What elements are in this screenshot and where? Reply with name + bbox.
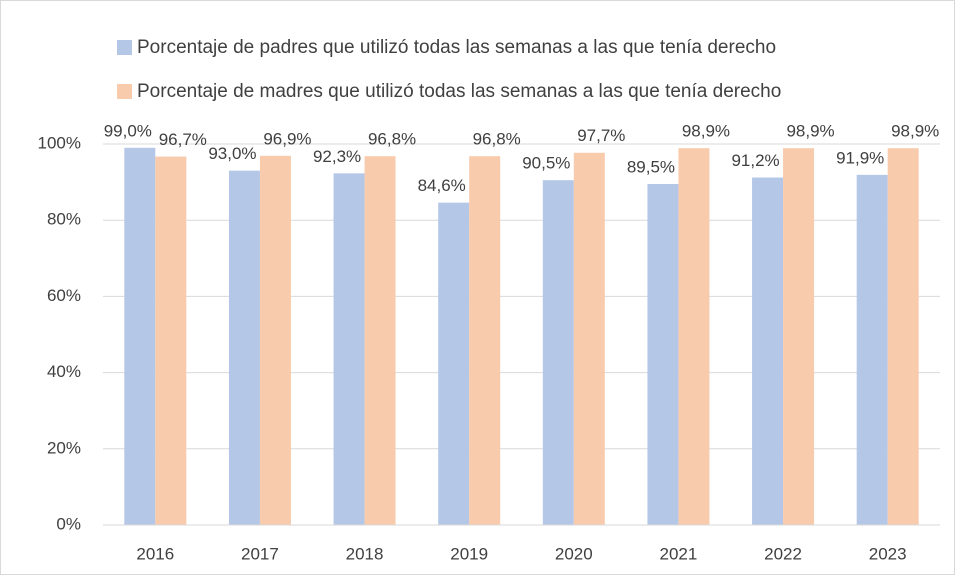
- y-tick-label: 20%: [47, 438, 81, 457]
- legend-label: Porcentaje de padres que utilizó todas l…: [137, 37, 776, 58]
- x-tick-label: 2017: [241, 544, 279, 563]
- value-label: 96,7%: [159, 130, 207, 149]
- value-label: 91,9%: [836, 148, 884, 167]
- y-tick-label: 60%: [47, 286, 81, 305]
- x-tick-label: 2020: [555, 544, 593, 563]
- x-tick-label: 2021: [660, 544, 698, 563]
- bar: [155, 156, 187, 525]
- value-label: 98,9%: [891, 122, 939, 141]
- value-label: 93,0%: [208, 144, 256, 163]
- bar: [887, 148, 919, 526]
- y-tick-label: 40%: [47, 362, 81, 381]
- bar: [542, 180, 574, 525]
- y-tick-label: 100%: [38, 133, 81, 152]
- bar: [647, 184, 679, 525]
- value-label: 84,6%: [418, 176, 466, 195]
- bar: [856, 174, 888, 525]
- value-label: 92,3%: [313, 147, 361, 166]
- bar: [438, 202, 470, 525]
- bar: [752, 177, 784, 525]
- value-label: 96,8%: [473, 130, 521, 149]
- value-label: 96,8%: [368, 130, 416, 149]
- value-label: 97,7%: [577, 126, 625, 145]
- x-tick-label: 2022: [764, 544, 802, 563]
- bar: [228, 170, 260, 526]
- legend-swatch: [117, 40, 132, 55]
- y-tick-label: 80%: [47, 210, 81, 229]
- bar: [333, 173, 365, 525]
- value-label: 90,5%: [522, 154, 570, 173]
- y-tick-label: 0%: [56, 514, 81, 533]
- legend-label: Porcentaje de madres que utilizó todas l…: [137, 81, 781, 102]
- x-tick-label: 2016: [136, 544, 174, 563]
- bar: [678, 148, 710, 526]
- bar: [573, 152, 605, 525]
- x-tick-label: 2023: [869, 544, 907, 563]
- value-label: 99,0%: [104, 121, 152, 140]
- x-tick-label: 2018: [346, 544, 384, 563]
- value-label: 91,2%: [731, 151, 779, 170]
- bar: [124, 147, 156, 525]
- bar: [783, 148, 815, 526]
- bar: [364, 156, 396, 525]
- bar: [469, 156, 501, 525]
- value-label: 98,9%: [682, 122, 730, 141]
- value-label: 96,9%: [263, 129, 311, 148]
- bar: [259, 155, 291, 525]
- value-label: 98,9%: [786, 122, 834, 141]
- x-tick-label: 2019: [450, 544, 488, 563]
- legend-swatch: [117, 84, 132, 99]
- value-label: 89,5%: [627, 157, 675, 176]
